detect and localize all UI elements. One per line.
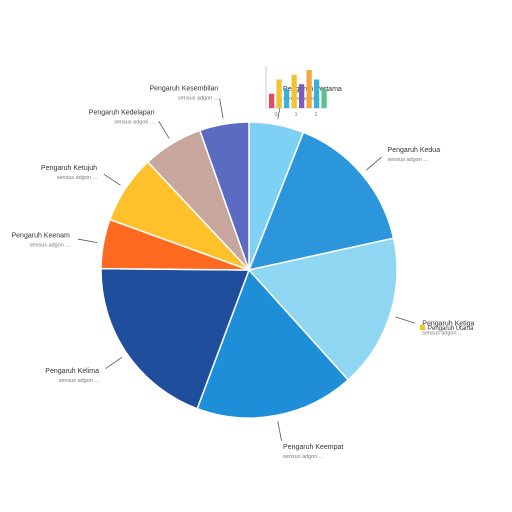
slice-sublabel-2: sensus adgon ... bbox=[388, 157, 429, 163]
inset-bar-8 bbox=[321, 89, 327, 108]
slice-label-5: Pengaruh Kelima bbox=[45, 368, 99, 375]
inset-bar-1 bbox=[269, 93, 275, 108]
slice-sublabel-4: sensus adgon ... bbox=[283, 454, 324, 460]
slice-sublabel-3: sensus adgon ... bbox=[422, 331, 463, 337]
slice-label-4: Pengaruh Keempat bbox=[283, 444, 343, 451]
slice-sublabel-5: sensus adgon ... bbox=[59, 378, 100, 384]
inset-bar-2 bbox=[276, 79, 282, 108]
slice-sublabel-8: sensus adgon ... bbox=[114, 119, 155, 125]
pie-slice-9 bbox=[198, 121, 250, 271]
leader-line-8 bbox=[158, 121, 170, 139]
pie-slice-5 bbox=[100, 267, 251, 410]
leader-line-3 bbox=[395, 316, 415, 324]
chart-legend: Pengaruh Utama bbox=[420, 325, 474, 332]
pie-slice-4 bbox=[196, 268, 350, 419]
inset-bar-4 bbox=[291, 74, 297, 108]
inset-bar-6 bbox=[306, 70, 312, 108]
leader-line-4 bbox=[277, 421, 282, 442]
inset-bar-3 bbox=[284, 89, 290, 108]
slice-label-3: Pengaruh Ketiga bbox=[422, 321, 474, 328]
slice-label-6: Pengaruh Keenam bbox=[12, 233, 71, 240]
leader-line-7 bbox=[103, 173, 121, 186]
leader-line-9 bbox=[219, 98, 224, 119]
slice-label-8: Pengaruh Kedelapan bbox=[89, 109, 155, 116]
slice-sublabel-6: sensus adgon ... bbox=[30, 243, 71, 249]
legend-swatch-1 bbox=[420, 325, 425, 330]
inset-tick-label-2: 1 bbox=[295, 112, 298, 118]
leader-line-5 bbox=[105, 356, 123, 369]
slice-label-1: Pengaruh Pertama bbox=[283, 86, 342, 93]
inset-tick-label-1: 0 bbox=[275, 112, 278, 118]
pie-slice-2 bbox=[247, 131, 395, 272]
inset-tick-label-3: 2 bbox=[315, 112, 318, 118]
inset-bar-7 bbox=[314, 79, 320, 108]
slice-label-2: Pengaruh Kedua bbox=[388, 147, 441, 154]
pie-slices bbox=[100, 121, 398, 419]
leader-line-2 bbox=[365, 156, 382, 171]
pie-slice-3 bbox=[247, 237, 398, 381]
slice-sublabel-9: sensus adgon ... bbox=[178, 96, 219, 102]
inset-bar-chart: 0 1 2 bbox=[265, 66, 327, 118]
inset-bar-5 bbox=[299, 84, 305, 108]
slice-label-7: Pengaruh Ketujuh bbox=[41, 165, 97, 172]
legend-label-1: Pengaruh Utama bbox=[428, 326, 474, 332]
slice-label-9: Pengaruh Kesembilan bbox=[149, 86, 218, 93]
slice-sublabel-7: sensus adgon ... bbox=[57, 175, 98, 181]
leader-line-6 bbox=[77, 238, 98, 244]
